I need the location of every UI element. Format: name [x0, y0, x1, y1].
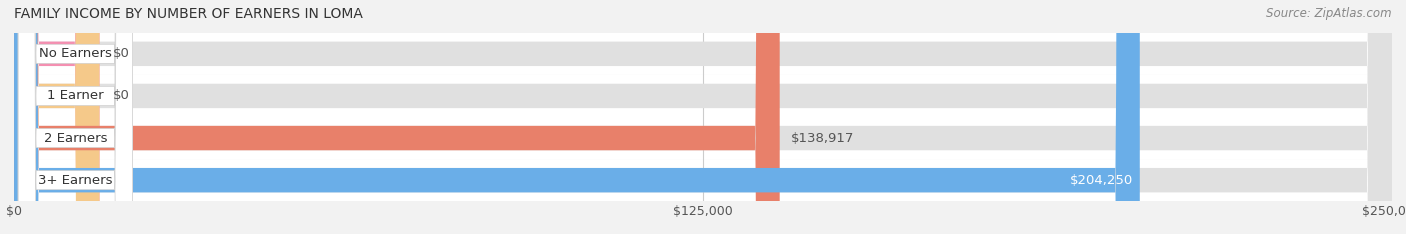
FancyBboxPatch shape [18, 0, 132, 234]
FancyBboxPatch shape [18, 0, 132, 234]
FancyBboxPatch shape [14, 0, 100, 234]
Text: Source: ZipAtlas.com: Source: ZipAtlas.com [1267, 7, 1392, 20]
Text: FAMILY INCOME BY NUMBER OF EARNERS IN LOMA: FAMILY INCOME BY NUMBER OF EARNERS IN LO… [14, 7, 363, 21]
Text: 1 Earner: 1 Earner [46, 89, 104, 102]
FancyBboxPatch shape [14, 0, 1392, 234]
Text: $204,250: $204,250 [1070, 174, 1133, 187]
FancyBboxPatch shape [14, 75, 1392, 117]
FancyBboxPatch shape [14, 117, 1392, 159]
Text: 3+ Earners: 3+ Earners [38, 174, 112, 187]
FancyBboxPatch shape [14, 0, 1140, 234]
FancyBboxPatch shape [18, 0, 132, 234]
FancyBboxPatch shape [14, 159, 1392, 201]
FancyBboxPatch shape [14, 0, 1392, 234]
FancyBboxPatch shape [18, 0, 132, 234]
Text: $0: $0 [114, 47, 131, 60]
Text: 2 Earners: 2 Earners [44, 132, 107, 145]
Text: $0: $0 [114, 89, 131, 102]
Text: $138,917: $138,917 [790, 132, 853, 145]
FancyBboxPatch shape [14, 0, 100, 234]
Text: No Earners: No Earners [39, 47, 112, 60]
FancyBboxPatch shape [14, 33, 1392, 75]
FancyBboxPatch shape [14, 0, 1392, 234]
FancyBboxPatch shape [14, 0, 1392, 234]
FancyBboxPatch shape [14, 0, 780, 234]
